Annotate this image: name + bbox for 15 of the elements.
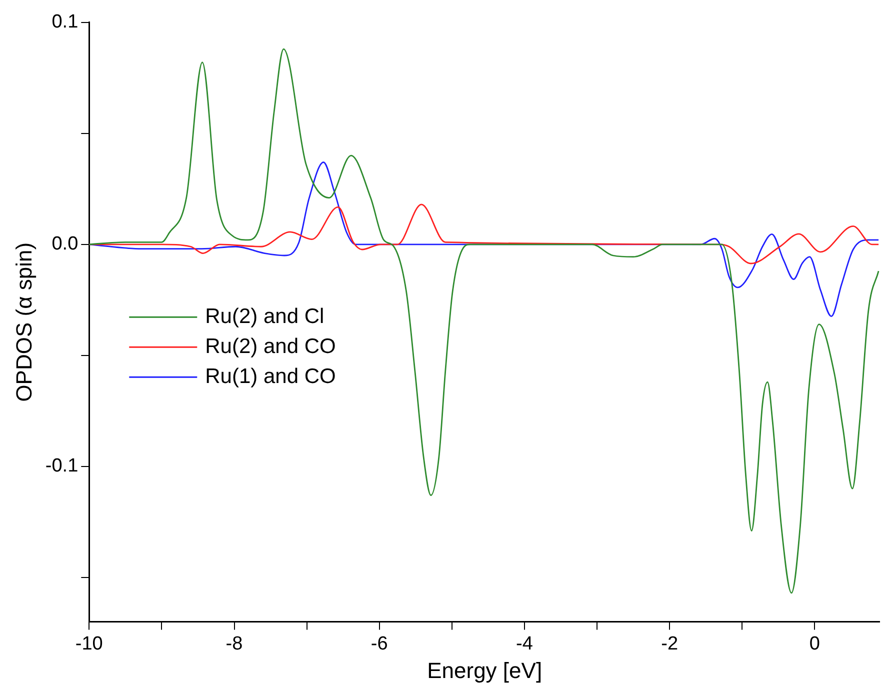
x-tick-label: -6 [370,633,388,654]
y-tick-label: 0.1 [52,12,78,33]
x-tick-label: -4 [516,633,534,654]
y-axis-title: OPDOS (α spin) [11,242,36,402]
legend-label: Ru(1) and CO [205,364,336,388]
x-tick-label: -2 [661,633,678,654]
legend-label: Ru(2) and CO [205,334,336,358]
y-tick-label: -0.1 [45,456,78,477]
x-tick-label: -8 [226,633,243,654]
x-tick-label: 0 [809,633,820,654]
line-series [89,48,880,594]
legend-label: Ru(2) and Cl [205,304,324,328]
y-tick-label: 0.0 [52,234,78,255]
x-axis-title: Energy [eV] [427,658,542,683]
x-tick-label: -10 [75,633,103,654]
